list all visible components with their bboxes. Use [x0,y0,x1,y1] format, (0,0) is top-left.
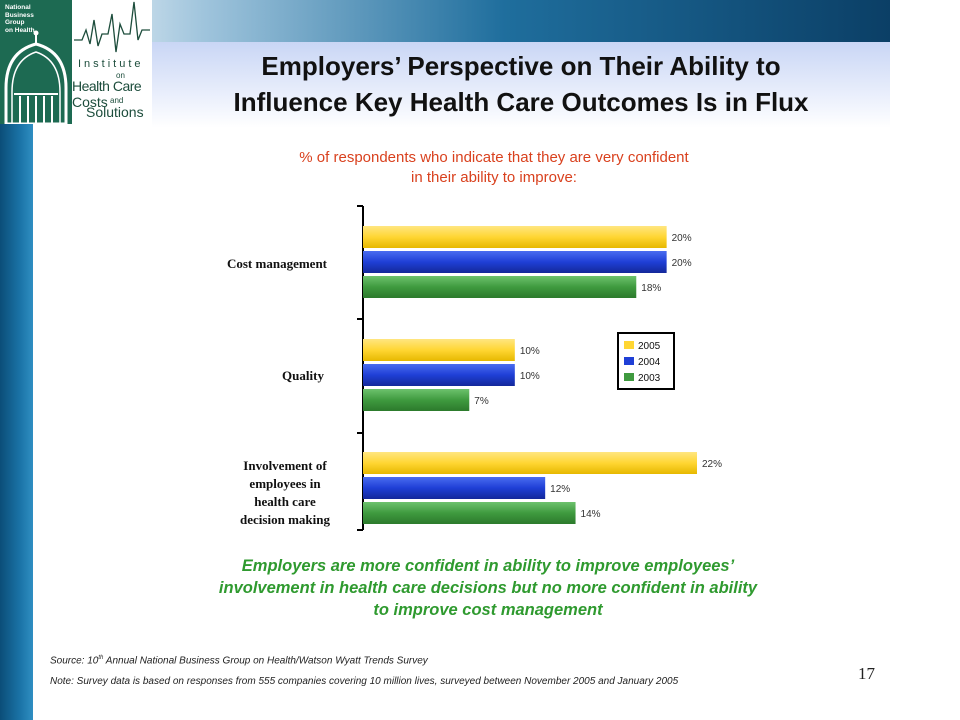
institute-solutions: Solutions [86,104,144,120]
chart-conclusion-line: involvement in health care decisions but… [219,579,758,597]
national-business-group-logo: National Business Group on Health [0,0,72,124]
bar-2003 [363,276,637,298]
legend-swatch-2004 [624,357,634,365]
bar-value-label: 20% [672,233,692,244]
bar-value-label: 18% [641,283,661,294]
chart-title-line: in their ability to improve: [411,169,577,186]
category-label: Quality [282,368,324,383]
survey-note: Note: Survey data is based on responses … [50,676,679,687]
institute-and: and [110,96,124,105]
institute-word: Institute [78,58,144,70]
institute-on-word: on [116,71,125,80]
bar-value-label: 7% [474,396,489,407]
slide-title: Employers’ Perspective on Their Ability … [233,51,809,117]
legend-swatch-2003 [624,373,634,381]
heartbeat-line-icon [74,1,150,53]
bar-2005 [363,339,515,361]
logo-org-text: National Business Group on Health [5,4,35,34]
bar-2004 [363,364,515,386]
legend-label: 2004 [638,357,661,368]
legend-swatch-2005 [624,341,634,349]
institute-costs: Costs [72,94,108,110]
chart-conclusion-line: to improve cost management [373,601,604,619]
page-number: 17 [858,664,875,683]
bar-2003 [363,502,576,524]
bar-2005 [363,226,667,248]
capitol-dome-icon [4,30,68,124]
source-note: Source: 10th Annual National Business Gr… [50,655,428,667]
category-label: Cost management [227,256,328,271]
institute-health-care: Health Care [72,78,142,94]
chart-conclusion-line: Employers are more confident in ability … [242,557,735,575]
bar-2004 [363,251,667,273]
bar-2003 [363,389,470,411]
bar-value-label: 10% [520,371,540,382]
bar-value-label: 14% [581,509,601,520]
title-band [152,42,890,128]
bar-value-label: 20% [672,258,692,269]
top-accent-bar [33,0,890,42]
legend-label: 2005 [638,341,661,352]
category-label: health care [254,494,316,509]
bar-2005 [363,452,697,474]
bar-2004 [363,477,546,499]
bar-value-label: 12% [550,484,570,495]
legend-label: 2003 [638,373,661,384]
category-label: Involvement of [243,458,327,473]
bar-value-label: 10% [520,346,540,357]
institute-logo: Institute on Health Care Costs and Solut… [72,0,152,124]
chart-title-line: % of respondents who indicate that they … [299,149,689,166]
category-label: employees in [249,476,321,491]
bar-value-label: 22% [702,459,722,470]
category-label: decision making [240,512,330,527]
